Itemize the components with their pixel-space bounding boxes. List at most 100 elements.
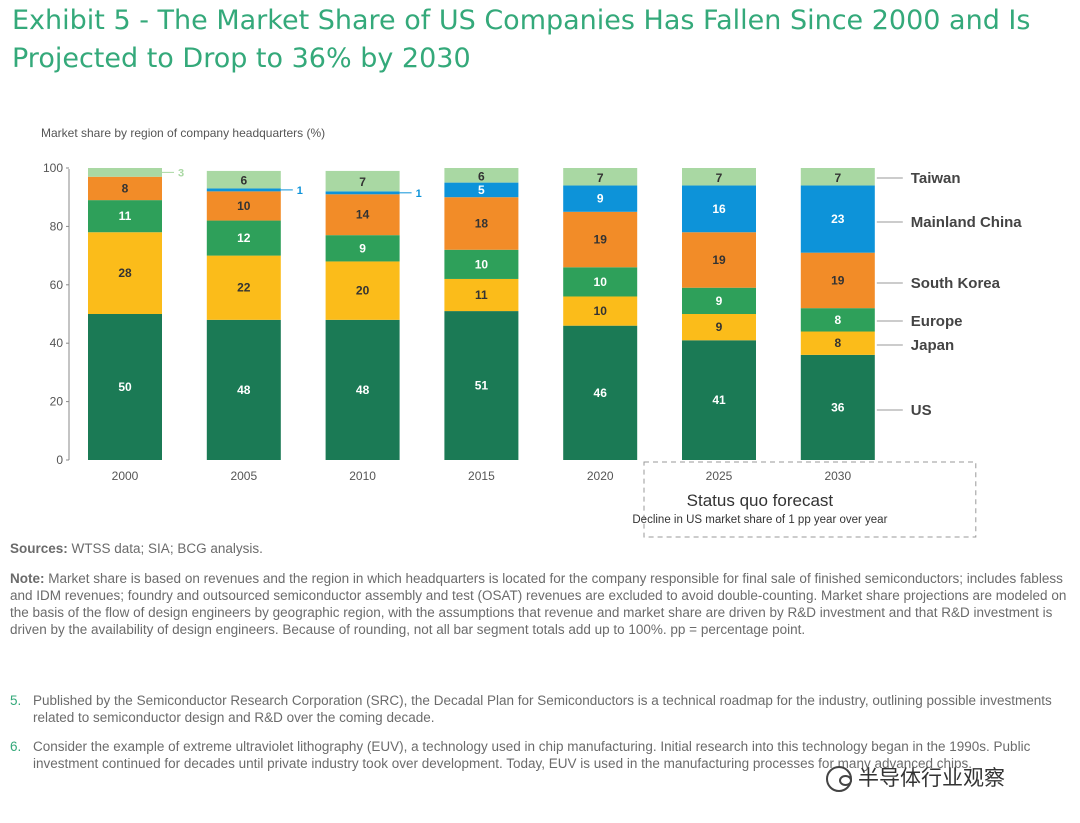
segment-europe	[325, 235, 400, 262]
watermark-text: 半导体行业观察	[858, 766, 1005, 790]
segment-south-korea	[682, 232, 756, 288]
exhibit-title: Exhibit 5 - The Market Share of US Compa…	[12, 5, 1031, 74]
segment-value-label: 48	[237, 383, 251, 397]
segment-us	[682, 340, 756, 460]
segment-south-korea	[444, 197, 519, 250]
segment-value-label: 46	[594, 386, 608, 400]
segment-south-korea	[206, 191, 281, 221]
sources-text: WTSS data; SIA; BCG analysis.	[67, 541, 263, 556]
forecast-title: Status quo forecast	[687, 491, 834, 510]
x-tick-label: 2025	[706, 469, 733, 483]
segment-japan	[88, 232, 162, 314]
footnote-5: 5. Published by the Semiconductor Resear…	[10, 692, 1070, 726]
segment-taiwan	[444, 168, 519, 183]
segment-value-label: 9	[716, 294, 723, 308]
segment-value-label: 28	[118, 266, 132, 280]
segment-japan	[444, 278, 519, 312]
segment-japan	[325, 261, 400, 320]
segment-value-label: 18	[475, 216, 489, 230]
segment-value-label: 5	[478, 183, 485, 197]
legend-label-mainland-china: Mainland China	[911, 214, 1022, 231]
segment-value-label: 36	[831, 400, 845, 414]
segment-us	[800, 354, 875, 460]
forecast-subtitle: Decline in US market share of 1 pp year …	[632, 514, 887, 526]
segment-value-label: 10	[475, 257, 489, 271]
x-tick-label: 2020	[587, 469, 614, 483]
segment-value-label: 16	[712, 202, 726, 216]
segment-value-label: 48	[356, 383, 370, 397]
footnote-number: 6.	[10, 739, 22, 754]
y-tick-label: 100	[43, 161, 63, 175]
x-tick-label: 2000	[112, 469, 139, 483]
segment-us	[444, 311, 519, 460]
segment-europe	[563, 267, 638, 297]
segment-taiwan	[206, 170, 281, 189]
y-tick-label: 60	[50, 278, 64, 292]
forecast-dashed-border	[643, 461, 977, 538]
bar-2005: 48 22 12 10 1 6 2005	[206, 170, 303, 483]
segment-value-label: 22	[237, 281, 251, 295]
footnote-text: Consider the example of extreme ultravio…	[33, 739, 1031, 771]
y-axis: 0 20 40 60 80 100	[43, 161, 70, 467]
segment-south-korea	[563, 211, 638, 268]
y-tick-label: 20	[50, 395, 64, 409]
segment-value-label: 7	[834, 171, 841, 185]
legend-label-taiwan: Taiwan	[911, 170, 961, 187]
segment-japan	[206, 255, 281, 320]
segment-value-label: 8	[122, 181, 129, 195]
segment-south-korea	[88, 176, 162, 201]
segment-value-label: 19	[831, 273, 845, 287]
bar-2020: 46 10 10 19 9 7 2020	[563, 168, 638, 483]
segment-japan	[800, 331, 875, 355]
forecast-box: Status quo forecast Decline in US market…	[632, 461, 977, 538]
segment-taiwan	[563, 168, 638, 186]
sources-label: Sources:	[10, 541, 68, 556]
segment-mainland-china	[206, 188, 281, 192]
note-label: Note:	[10, 571, 45, 586]
segment-value-label: 50	[118, 380, 132, 394]
bar-2030: 36 8 8 19 23 7 2030	[800, 168, 875, 483]
segment-us	[88, 314, 162, 460]
y-tick-label: 80	[50, 219, 64, 233]
segment-value-label: 9	[716, 320, 723, 334]
segment-value-label: 20	[356, 284, 370, 298]
segment-value-label: 7	[716, 171, 723, 185]
segment-value-label: 19	[594, 233, 608, 247]
segment-europe	[88, 200, 162, 233]
bars: 5028118320004822121016200548209141720105…	[88, 167, 875, 483]
note: Note: Market share is based on revenues …	[10, 570, 1072, 638]
wechat-icon	[826, 766, 852, 792]
segment-taiwan	[88, 168, 162, 177]
legend-label-south-korea: South Korea	[911, 275, 1001, 292]
segment-value-label: 7	[597, 171, 604, 185]
segment-europe	[800, 308, 875, 332]
footnote-6: 6. Consider the example of extreme ultra…	[10, 738, 1070, 772]
bar-2015: 51 11 10 18 56 2015	[444, 168, 519, 483]
segment-value-label: 1	[416, 188, 422, 200]
segment-south-korea	[325, 194, 400, 236]
segment-value-label: 10	[237, 199, 251, 213]
x-tick-label: 2005	[230, 469, 257, 483]
segment-value-label: 51	[475, 379, 489, 393]
segment-value-label: 1	[297, 185, 303, 197]
segment-taiwan	[682, 168, 756, 186]
segment-taiwan	[325, 170, 400, 192]
segment-value-label: 11	[475, 288, 488, 302]
segment-europe	[682, 287, 756, 314]
segment-taiwan	[800, 168, 875, 186]
segment-mainland-china	[325, 191, 400, 195]
segment-mainland-china	[444, 182, 519, 198]
x-tick-label: 2030	[824, 469, 851, 483]
legend-label-europe: Europe	[911, 313, 963, 330]
x-tick-label: 2010	[349, 469, 376, 483]
segment-value-label: 9	[597, 192, 604, 206]
bar-2010: 48 20 9 14 1 7 2010	[325, 170, 422, 483]
segment-mainland-china	[682, 185, 756, 233]
segment-value-label: 9	[359, 241, 366, 255]
legend: US Japan Europe South Korea Mainland China Ta…	[876, 170, 1022, 419]
note-text: Market share is based on revenues and th…	[10, 571, 1067, 637]
segment-us	[325, 319, 400, 460]
segment-value-label: 8	[834, 336, 841, 350]
segment-us	[563, 325, 638, 460]
x-tick-label: 2015	[468, 469, 495, 483]
